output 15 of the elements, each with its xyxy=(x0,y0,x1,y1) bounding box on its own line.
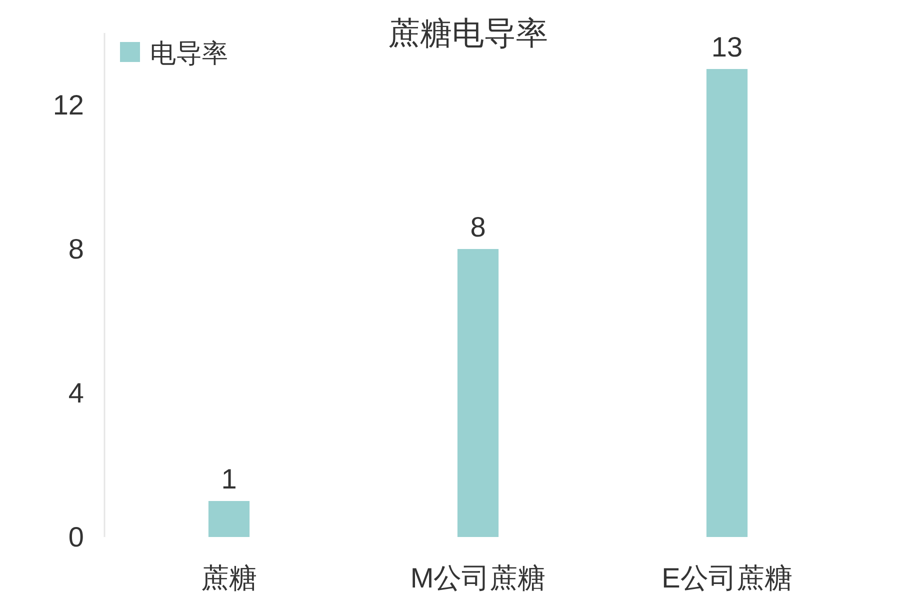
chart-title: 蔗糖电导率 xyxy=(388,15,548,51)
y-tick-label: 0 xyxy=(68,522,84,552)
bar xyxy=(706,69,748,537)
y-tick-label: 8 xyxy=(68,234,84,264)
x-tick-label: E公司蔗糖 xyxy=(662,562,792,594)
data-label: 1 xyxy=(221,464,237,494)
data-label: 13 xyxy=(711,32,743,62)
y-tick-label: 12 xyxy=(52,90,84,120)
x-tick-label: 蔗糖 xyxy=(201,562,257,594)
x-tick-label: M公司蔗糖 xyxy=(410,562,546,594)
bar xyxy=(208,501,250,537)
y-tick-label: 4 xyxy=(68,378,84,408)
data-label: 8 xyxy=(470,212,486,242)
legend-label: 电导率 xyxy=(150,38,228,68)
bar xyxy=(457,249,499,537)
